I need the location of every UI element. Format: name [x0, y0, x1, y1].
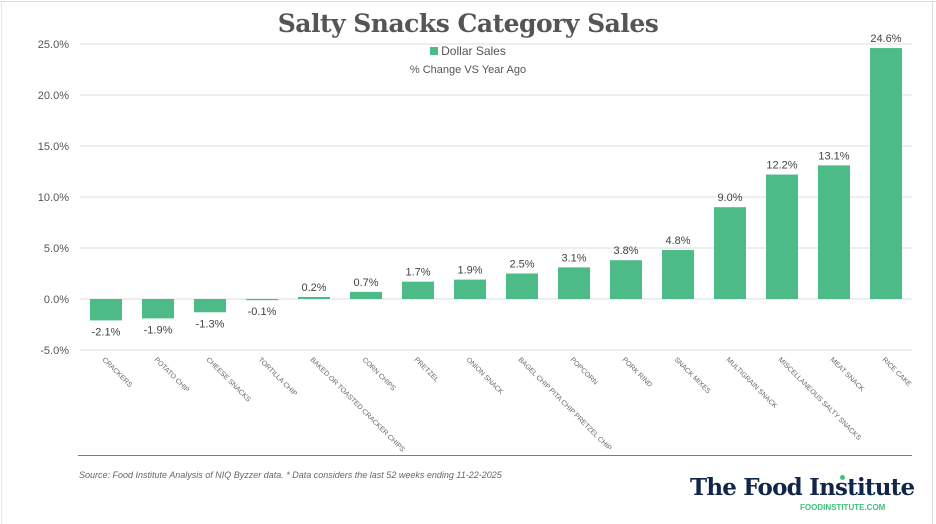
y-tick-label: -5.0% [40, 345, 69, 357]
y-tick-label: 10.0% [38, 192, 69, 204]
bar [90, 299, 122, 321]
data-label: 0.7% [353, 277, 378, 289]
x-tick-label: CORN CHIPS [361, 356, 397, 392]
bar [142, 299, 174, 319]
x-tick-label: BAKED OR TOASTED CRACKER CHIPS [309, 356, 406, 453]
bar [610, 260, 642, 299]
data-label: 0.2% [301, 282, 326, 294]
x-axis-ticks: CRACKERS POTATO CHIP CHEESE SNACKS TORTILLA… [101, 356, 913, 453]
bar [454, 279, 486, 299]
data-label: 2.5% [509, 259, 534, 271]
y-tick-label: 15.0% [38, 141, 69, 153]
data-label: -2.1% [92, 326, 121, 338]
x-tick-label: PORK RIND [621, 356, 653, 388]
data-label: 4.8% [665, 235, 690, 247]
data-label: 9.0% [717, 192, 742, 204]
data-label: -0.1% [248, 306, 277, 318]
data-label: 12.2% [766, 160, 797, 172]
sheet-border-right [932, 1, 933, 524]
data-labels: -2.1% -1.9% -1.3% -0.1% 0.2% 0.7% 1.7% 1.9% 2.5%… [92, 33, 902, 338]
gridlines [80, 43, 912, 351]
y-axis-ticks: -5.0% 0.0% 5.0% 10.0% 15.0% 20.0% 25.0% [38, 39, 69, 357]
x-tick-label: RICE CAKE [881, 356, 913, 388]
brand-dot-icon [840, 475, 845, 480]
bar [506, 273, 538, 299]
bar [194, 299, 226, 313]
x-tick-label: MULTIGRAIN SNACK [725, 356, 779, 410]
x-tick-label: SNACK MIXES [673, 356, 712, 395]
bar [402, 281, 434, 299]
brand-logo: The Food Institute [690, 474, 915, 501]
sheet-border-left [1, 1, 2, 524]
source-note: Source: Food Institute Analysis of NIQ B… [79, 470, 502, 480]
x-tick-label: PRETZEL [413, 356, 440, 383]
bar [714, 207, 746, 299]
x-tick-label: POTATO CHIP [153, 356, 191, 394]
data-label: -1.9% [144, 324, 173, 336]
footer-divider [78, 455, 912, 456]
y-tick-label: 25.0% [38, 39, 69, 51]
x-tick-label: TORTILLA CHIP [257, 356, 299, 398]
y-tick-label: 5.0% [44, 243, 69, 255]
data-label: 3.8% [613, 245, 638, 257]
y-tick-label: 20.0% [38, 90, 69, 102]
legend-label: Dollar Sales [441, 44, 506, 58]
y-tick-label: 0.0% [44, 294, 69, 306]
bar [818, 165, 850, 299]
bar [766, 174, 798, 299]
data-label: -1.3% [196, 318, 225, 330]
x-tick-label: POPCORN [569, 356, 599, 386]
x-tick-label: MISCELLANEOUS SALTY SNACKS [777, 356, 863, 442]
x-tick-label: CHEESE SNACKS [205, 356, 252, 403]
brand-url: FOODINSTITUTE.COM [800, 503, 886, 512]
brand-name: The Food Institute [690, 474, 915, 501]
legend: Dollar Sales [0, 44, 936, 58]
bars [90, 48, 902, 321]
bar [662, 250, 694, 299]
chart-subtitle: % Change VS Year Ago [409, 64, 527, 76]
data-label: 13.1% [818, 150, 849, 162]
data-label: 1.9% [457, 265, 482, 277]
x-tick-label: CRACKERS [101, 356, 134, 389]
bar [870, 48, 902, 299]
data-label: 1.7% [405, 267, 430, 279]
legend-swatch [430, 47, 439, 55]
bar [350, 291, 382, 299]
x-tick-label: MEAT SNACK [829, 356, 866, 393]
x-tick-label: ONION SNACK [465, 356, 505, 396]
chart-title: Salty Snacks Category Sales [277, 9, 659, 38]
bar [558, 267, 590, 299]
bar [246, 299, 278, 301]
data-label: 3.1% [561, 252, 586, 264]
bar [298, 296, 330, 299]
x-tick-label: BAGEL CHIP PITA CHIP PRETZEL CHIP [517, 356, 613, 452]
data-label: 24.6% [870, 33, 901, 45]
sheet-border-top [0, 1, 936, 2]
